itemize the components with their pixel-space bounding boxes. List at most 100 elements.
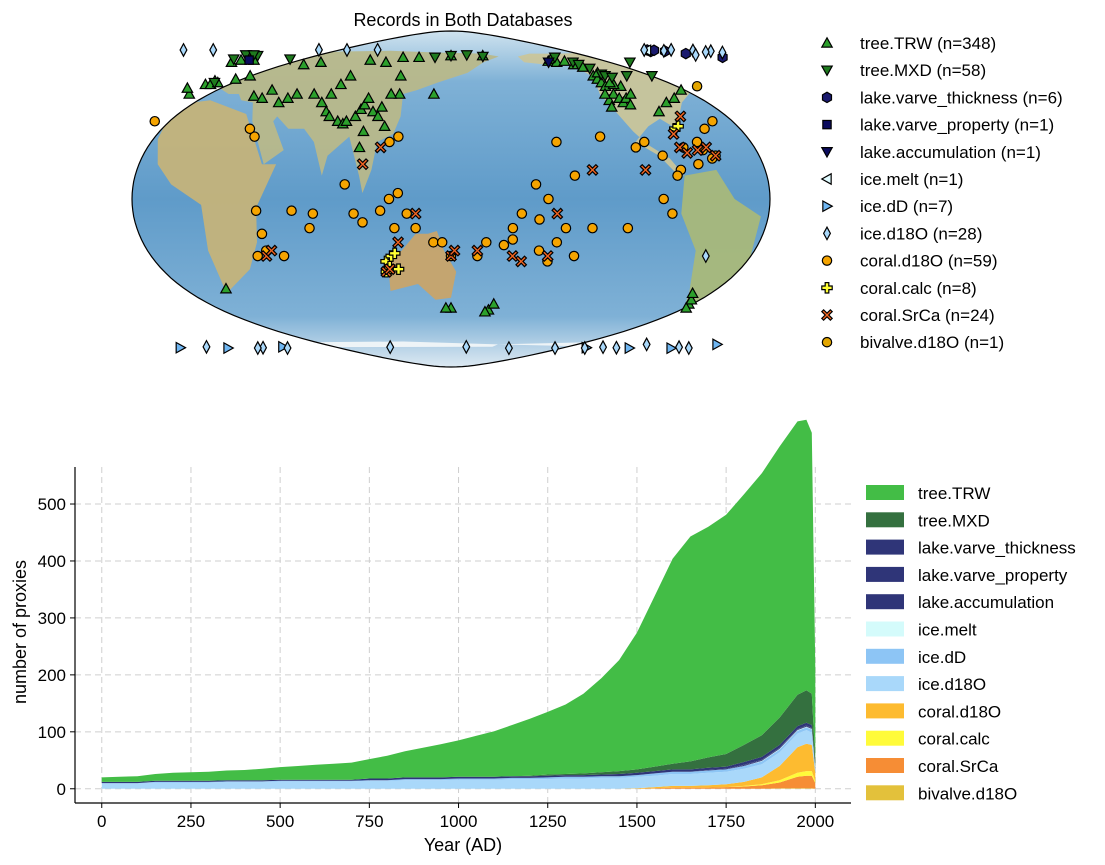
map-marker-tree-TRW: [290, 87, 304, 99]
map-marker-tree-TRW: [393, 87, 406, 99]
map-legend-marker: [820, 172, 832, 186]
x-tick-label: 250: [177, 812, 205, 831]
map-marker-tree-TRW: [379, 55, 393, 67]
map-marker-coral-d18O: [348, 208, 359, 219]
area-legend-label: ice.melt: [918, 621, 977, 640]
map-marker-coral-d18O: [569, 170, 581, 181]
map-marker-coral-d18O: [568, 250, 580, 262]
map-marker-tree-MXD: [623, 57, 637, 69]
map-marker-coral-SrCa: [700, 141, 713, 154]
y-tick-label: 300: [38, 609, 66, 628]
area-legend-label: lake.varve_thickness: [918, 539, 1076, 558]
map-marker-coral-SrCa: [586, 163, 599, 176]
map-marker-tree-TRW: [314, 55, 328, 67]
map-marker-ice-d18O: [612, 340, 621, 356]
map-marker-coral-d18O: [630, 142, 642, 153]
area-legend-swatch: [866, 758, 904, 773]
map-legend: tree.TRW (n=348) tree.MXD (n=58) lake.varv…: [820, 34, 1063, 352]
map-marker-tree-MXD: [227, 54, 240, 66]
chart-axes: 0 250 500 750 1000 1250 1500 1750 2000 0 100 200 300…: [38, 467, 851, 831]
map-marker-tree-TRW: [255, 91, 269, 103]
map-marker-tree-TRW: [234, 53, 248, 65]
australia-landmass: [387, 231, 457, 300]
map-marker-coral-d18O: [392, 187, 404, 199]
map-marker-coral-d18O: [543, 193, 554, 205]
map-marker-ice-d18O: [580, 340, 589, 356]
map-legend-item: coral.calc (n=8): [821, 279, 977, 298]
map-marker-ice-d18O: [283, 340, 292, 356]
map-marker-ice-d18O: [373, 42, 382, 58]
map-marker-tree-TRW: [394, 69, 408, 81]
map-marker-coral-d18O: [507, 234, 519, 245]
map-marker-coral-d18O: [672, 170, 683, 181]
map-marker-tree-TRW: [478, 305, 492, 317]
area-legend-swatch: [866, 703, 904, 719]
map-legend-marker: [821, 91, 833, 104]
map-marker-tree-TRW: [334, 77, 348, 90]
map-marker-tree-MXD: [283, 54, 297, 66]
north-america-landmass: [517, 52, 711, 176]
map-legend-marker: [821, 255, 833, 266]
map-marker-ice-d18O: [701, 44, 710, 60]
map-marker-tree-MXD: [620, 71, 633, 83]
map-marker-tree-TRW: [674, 83, 688, 95]
x-tick-label: 750: [355, 812, 383, 831]
map-legend-marker: [820, 36, 834, 48]
area-layer-tree-TRW: [101, 419, 816, 782]
map-marker-lake-varve_thickness: [680, 47, 691, 60]
map-marker-coral-d18O: [699, 123, 710, 135]
x-tick-label: 0: [97, 812, 106, 831]
area-legend-item: lake.varve_thickness: [866, 539, 1076, 558]
area-legend-swatch: [866, 621, 904, 637]
map-marker-tree-TRW: [384, 87, 398, 99]
map-marker-coral-d18O: [534, 214, 545, 225]
map-marker-tree-TRW: [558, 54, 571, 66]
map-marker-tree-TRW: [487, 297, 500, 309]
map-marker-ice-d18O: [462, 339, 471, 355]
area-layer-coral-d18O: [101, 743, 816, 789]
map-marker-tree-TRW: [243, 69, 257, 81]
map-marker-ice-d18O: [386, 339, 395, 355]
map-marker-tree-TRW: [685, 293, 698, 305]
map-legend-label: tree.MXD (n=58): [860, 61, 986, 80]
africa-landmass: [157, 100, 277, 294]
map-marker-tree-MXD: [583, 63, 596, 75]
area-legend-label: lake.accumulation: [918, 593, 1054, 612]
map-legend-marker: [822, 199, 834, 213]
map-marker-ice-dD: [624, 341, 636, 355]
x-axis-label: Year (AD): [424, 835, 502, 855]
map-marker-coral-d18O: [250, 205, 262, 216]
map-marker-coral-d18O: [507, 222, 519, 234]
world-map-panel: Records in Both Databases: [131, 10, 771, 368]
map-marker-tree-TRW: [375, 100, 389, 112]
map-marker-coral-SrCa: [674, 110, 687, 123]
map-marker-tree-TRW: [307, 87, 321, 99]
map-marker-tree-TRW: [325, 87, 338, 99]
map-marker-tree-MXD: [572, 59, 585, 72]
map-marker-tree-TRW: [247, 89, 261, 101]
map-legend-item: bivalve.d18O (n=1): [821, 333, 1004, 352]
map-marker-coral-SrCa: [709, 149, 722, 162]
map-marker-coral-d18O: [530, 179, 542, 190]
map-marker-tree-TRW: [439, 301, 453, 313]
stacked-area-layers: [101, 419, 816, 789]
map-marker-coral-d18O: [278, 250, 290, 262]
map-marker-ice-dD: [666, 341, 678, 355]
map-legend-label: tree.TRW (n=348): [860, 34, 996, 53]
map-marker-coral-d18O: [436, 237, 448, 248]
x-tick-label: 2000: [796, 812, 834, 831]
map-marker-ice-d18O: [642, 336, 651, 352]
map-marker-coral-d18O: [393, 131, 404, 142]
map-marker-coral-d18O: [498, 239, 510, 251]
area-legend-swatch: [866, 512, 904, 528]
south-america-landmass: [679, 169, 761, 329]
globe-outline: [131, 30, 771, 368]
map-legend-label: lake.varve_property (n=1): [860, 116, 1054, 135]
map-marker-coral-d18O: [693, 158, 704, 170]
map-marker-ice-d18O: [674, 339, 684, 355]
map-marker-ice-dD: [175, 341, 187, 354]
map-marker-ice-d18O: [706, 43, 715, 59]
map-marker-coral-d18O: [244, 123, 256, 135]
map-marker-coral-SrCa: [541, 249, 554, 263]
area-legend-item: ice.dD: [866, 648, 966, 667]
